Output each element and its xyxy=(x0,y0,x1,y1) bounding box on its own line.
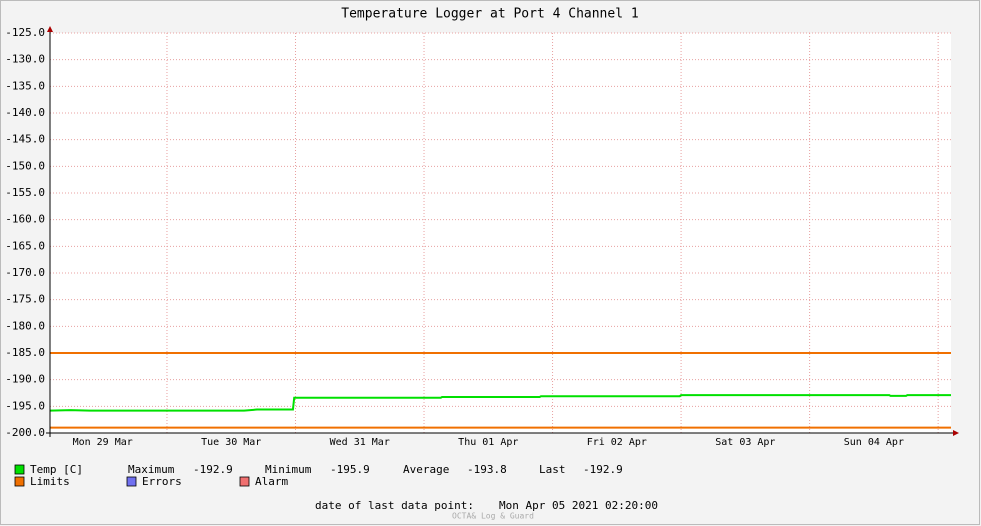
stat-label: Minimum xyxy=(265,463,312,476)
stat-label: Last xyxy=(539,463,566,476)
x-axis-arrow xyxy=(953,430,959,436)
legend-label: Alarm xyxy=(255,475,288,488)
x-tick-label: Wed 31 Mar xyxy=(330,437,390,448)
data-line xyxy=(49,394,951,412)
legend-label: Limits xyxy=(30,475,70,488)
footer-label: date of last data point: xyxy=(315,499,474,512)
y-tick-label: -140.0 xyxy=(5,106,45,119)
plot-area xyxy=(50,33,951,433)
x-tick-label: Thu 01 Apr xyxy=(458,437,518,448)
y-tick-label: -155.0 xyxy=(5,186,45,199)
y-tick-label: -130.0 xyxy=(5,53,45,66)
stat-label: Average xyxy=(403,463,449,476)
x-tick-label: Mon 29 Mar xyxy=(73,437,133,448)
legend-swatch xyxy=(14,464,25,475)
legend-label: Temp [C] xyxy=(30,463,83,476)
y-tick-label: -170.0 xyxy=(5,266,45,279)
legend-swatch xyxy=(14,476,25,487)
y-tick-label: -185.0 xyxy=(5,346,45,359)
legend-swatch xyxy=(126,476,137,487)
y-tick-label: -175.0 xyxy=(5,293,45,306)
y-tick-label: -195.0 xyxy=(5,399,45,412)
stat-value: -192.9 xyxy=(583,463,623,476)
y-tick-label: -125.0 xyxy=(5,26,45,39)
stat-value: -193.8 xyxy=(467,463,507,476)
y-tick-label: -165.0 xyxy=(5,239,45,252)
y-tick-label: -180.0 xyxy=(5,319,45,332)
y-tick-label: -190.0 xyxy=(5,373,45,386)
x-tick-label: Fri 02 Apr xyxy=(587,437,647,448)
y-tick-label: -135.0 xyxy=(5,79,45,92)
watermark: OCTA& Log & Guard xyxy=(452,512,534,521)
y-tick-label: -160.0 xyxy=(5,213,45,226)
x-tick-label: Tue 30 Mar xyxy=(201,437,261,448)
x-tick-label: Sun 04 Apr xyxy=(844,437,904,448)
legend-label: Errors xyxy=(142,475,182,488)
x-tick-label: Sat 03 Apr xyxy=(715,437,775,448)
legend-swatch xyxy=(239,476,250,487)
y-axis-arrow xyxy=(47,26,53,32)
y-tick-label: -150.0 xyxy=(5,159,45,172)
chart-title: Temperature Logger at Port 4 Channel 1 xyxy=(341,7,638,22)
stat-value: -192.9 xyxy=(193,463,233,476)
stat-label: Maximum xyxy=(128,463,175,476)
y-tick-label: -145.0 xyxy=(5,133,45,146)
footer-value: Mon Apr 05 2021 02:20:00 xyxy=(499,499,658,512)
y-tick-label: -200.0 xyxy=(5,426,45,439)
stat-value: -195.9 xyxy=(330,463,370,476)
